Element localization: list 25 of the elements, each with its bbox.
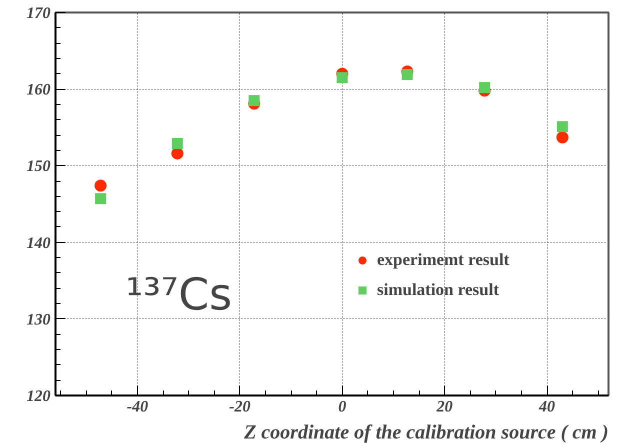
y-tick-label: 170 xyxy=(26,5,50,22)
point xyxy=(336,72,348,84)
annotation: ¹³⁷Cs xyxy=(126,270,232,320)
x-tick-label: 40 xyxy=(538,398,556,416)
y-tick-label: 150 xyxy=(26,158,50,176)
legend-label: experimemt result xyxy=(377,250,510,270)
x-tick-label: 20 xyxy=(436,398,453,416)
x-axis-title: Z coordinate of the calibration source ( cm ) xyxy=(243,422,609,444)
point xyxy=(172,138,183,149)
point xyxy=(171,147,184,160)
x-tick-label: -40 xyxy=(126,398,148,416)
y-tick-label: 160 xyxy=(26,82,50,99)
y-tick-label: 140 xyxy=(26,234,50,252)
point xyxy=(402,69,413,80)
y-tick-label: 120 xyxy=(26,388,50,405)
y-tick-label: 130 xyxy=(26,311,50,328)
point xyxy=(556,131,568,144)
x-tick-label: -20 xyxy=(229,398,250,416)
point xyxy=(95,193,106,204)
point xyxy=(248,95,260,106)
point xyxy=(556,121,568,132)
point xyxy=(479,82,490,94)
legend-label: simulation result xyxy=(377,280,500,300)
x-tick-label: 0 xyxy=(338,398,346,416)
point xyxy=(94,180,107,192)
